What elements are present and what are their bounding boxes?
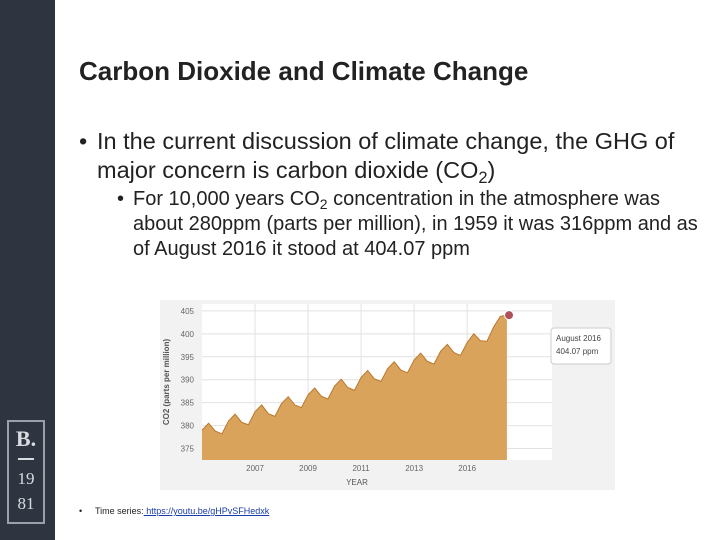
footer-note: • Time series: https://youtu.be/gHPvSFHed…	[79, 506, 269, 516]
logo-year-top: 19	[17, 469, 35, 488]
y-tick-label: 390	[181, 376, 195, 385]
y-tick-label: 395	[181, 353, 195, 362]
bullet2-text-after: concentration in the atmosphere was abou…	[133, 188, 698, 260]
y-tick-label: 400	[181, 330, 195, 339]
bullet2-subscript: 2	[319, 196, 328, 213]
logo: B. 19 81	[7, 420, 45, 524]
bullet1-subscript: 2	[478, 168, 488, 187]
x-tick-label: 2013	[405, 464, 423, 473]
bullet2-text-before: For 10,000 years CO	[133, 188, 320, 210]
slide-title: Carbon Dioxide and Climate Change	[79, 56, 529, 86]
bullet-level2: • For 10,000 years CO2 concentration in …	[117, 187, 707, 262]
annotation-date: August 2016	[556, 334, 601, 343]
x-tick-label: 2007	[246, 464, 264, 473]
y-tick-label: 405	[181, 307, 195, 316]
footer-label: Time series:	[95, 506, 144, 516]
logo-divider	[18, 458, 34, 460]
x-axis-label: YEAR	[346, 478, 368, 487]
co2-chart: 405 400 395 390 385 380 375 2007 2009 2011 2013 201…	[160, 300, 615, 490]
footer-bullet: •	[79, 506, 83, 516]
logo-letter: B.	[15, 426, 37, 451]
annotation-callout: August 2016 404.07 ppm	[550, 327, 612, 365]
bullet-dot: •	[117, 188, 125, 210]
y-tick-label: 375	[181, 445, 195, 454]
co2-line	[201, 314, 507, 435]
x-tick-label: 2016	[458, 464, 476, 473]
latest-value-marker	[504, 310, 515, 321]
y-axis-label: CO2 (parts per million)	[162, 339, 171, 426]
sidebar-band: B. 19 81	[0, 0, 55, 540]
logo-year-bottom: 81	[17, 494, 35, 513]
bullet-level1-text: In the current discussion of climate cha…	[97, 127, 699, 187]
annotation-value: 404.07 ppm	[556, 347, 599, 356]
annotation-box	[550, 327, 612, 365]
video-link[interactable]: https://youtu.be/gHPvSFHedxk	[143, 506, 270, 516]
co2-area	[202, 315, 507, 460]
bullet-level1: • In the current discussion of climate c…	[79, 127, 699, 187]
bullet1-text-after: )	[487, 157, 496, 183]
y-tick-label: 380	[181, 422, 195, 431]
bullet-level2-text: For 10,000 years CO2 concentration in th…	[133, 187, 707, 262]
x-tick-label: 2009	[299, 464, 317, 473]
bullet-dot: •	[79, 128, 88, 154]
y-tick-label: 385	[181, 399, 195, 408]
bullet1-text-before: In the current discussion of climate cha…	[97, 128, 675, 183]
x-tick-label: 2011	[352, 464, 370, 473]
